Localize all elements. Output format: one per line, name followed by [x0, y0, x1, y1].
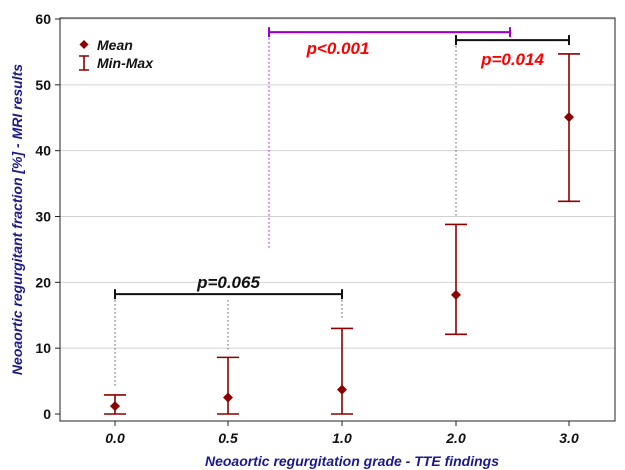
legend-mean-label: Mean [97, 37, 133, 53]
grid-lines [60, 18, 615, 349]
mean-point [451, 289, 461, 300]
min-max-bar [558, 53, 580, 203]
x-tick-label: 0.0 [105, 430, 125, 446]
min-max-bar [217, 356, 239, 415]
axis-ticks: 0 10 20 30 40 50 60 0.0 0.5 1.0 2.0 3.0 [35, 11, 579, 446]
annotation-p-0-065: p=0.065 [114, 273, 343, 387]
y-tick-label: 0 [43, 406, 51, 422]
mean-point [223, 392, 233, 403]
min-max-errorbar-icon [79, 55, 89, 71]
x-tick-label: 2.0 [445, 430, 466, 446]
significance-annotations: p=0.065 p<0.001 p=0.014 [114, 27, 570, 387]
annotation-p-lt-0-001: p<0.001 [268, 27, 511, 248]
y-tick-label: 60 [35, 11, 51, 27]
x-tick-label: 3.0 [559, 430, 579, 446]
legend: Mean Min-Max [79, 37, 154, 71]
y-tick-label: 40 [35, 143, 51, 159]
y-axis-title: Neoaortic regurgitant fraction [%] - MRI… [9, 64, 25, 375]
legend-min-max-label: Min-Max [97, 55, 154, 71]
x-tick-label: 0.5 [218, 430, 238, 446]
y-tick-label: 20 [35, 274, 51, 290]
p-value-label: p=0.065 [196, 273, 260, 292]
y-tick-label: 10 [35, 340, 51, 356]
mean-point [337, 384, 347, 395]
min-max-error-bars [104, 53, 580, 415]
y-tick-label: 30 [35, 209, 51, 225]
mean-point [564, 112, 574, 123]
p-value-label: p=0.014 [480, 50, 544, 69]
x-tick-label: 1.0 [332, 430, 352, 446]
mean-point [110, 401, 120, 412]
p-value-label: p<0.001 [306, 39, 370, 58]
plot-frame [59, 17, 616, 422]
min-max-bar [445, 223, 467, 336]
mean-markers [110, 112, 574, 412]
min-max-bar [331, 327, 353, 415]
y-tick-label: 50 [35, 77, 51, 93]
x-axis-title: Neoaortic regurgitation grade - TTE find… [205, 453, 499, 469]
mean-diamond-icon [79, 40, 89, 49]
annotation-p-0-014: p=0.014 [455, 35, 570, 217]
